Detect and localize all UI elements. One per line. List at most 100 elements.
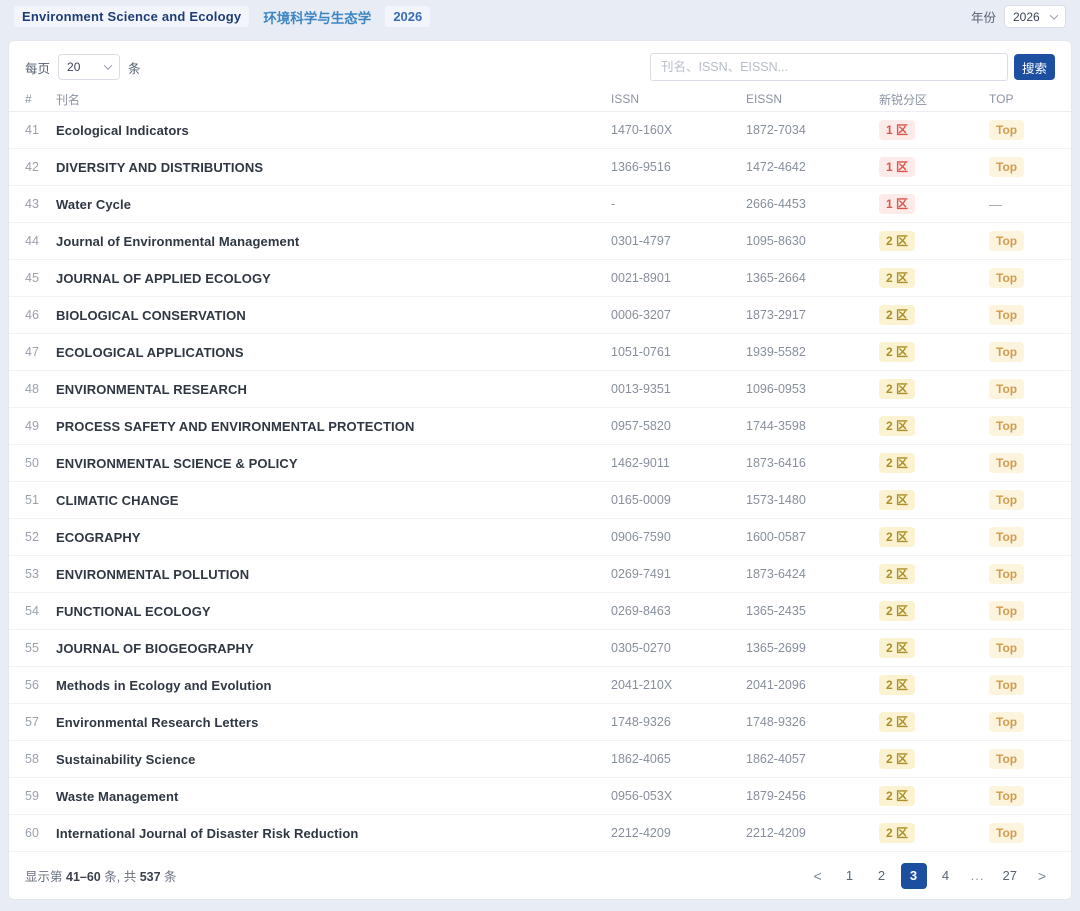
zone-cell: 2 区 [879, 564, 989, 585]
eissn-value: 1873-6416 [746, 456, 806, 471]
zone-badge: 2 区 [879, 675, 916, 696]
journal-name: International Journal of Disaster Risk R… [56, 825, 359, 841]
top-cell: Top [989, 453, 1055, 474]
prev-page-button[interactable]: < [805, 863, 831, 889]
row-number: 42 [25, 160, 39, 175]
zone-cell: 2 区 [879, 416, 989, 437]
top-badge: Top [989, 527, 1025, 548]
zone-cell: 1 区 [879, 120, 989, 141]
row-number: 46 [25, 308, 39, 323]
zone-cell: 2 区 [879, 786, 989, 807]
top-cell: Top [989, 675, 1055, 696]
table-row: 59 Waste Management 0956-053X 1879-2456 2 区 T… [9, 778, 1071, 816]
zone-badge: 2 区 [879, 638, 916, 659]
issn-value: 1366-9516 [611, 160, 671, 175]
journal-name: ENVIRONMENTAL POLLUTION [56, 566, 250, 582]
year-select-value: 2026 [1013, 9, 1040, 24]
row-number: 54 [25, 604, 39, 619]
summary-prefix: 显示第 [25, 870, 63, 885]
page-button-3[interactable]: 3 [900, 862, 927, 889]
issn-value: 0013-9351 [611, 382, 671, 397]
zone-cell: 1 区 [879, 194, 989, 215]
table-row: 43 Water Cycle - 2666-4453 1 区 — [9, 186, 1071, 224]
summary-suffix: 条 [164, 870, 177, 885]
journal-name: Sustainability Science [56, 751, 196, 767]
journal-name: JOURNAL OF APPLIED ECOLOGY [56, 270, 271, 286]
eissn-value: 1939-5582 [746, 345, 806, 360]
zone-badge: 2 区 [879, 305, 916, 326]
zone-cell: 2 区 [879, 601, 989, 622]
zone-cell: 2 区 [879, 749, 989, 770]
zone-cell: 2 区 [879, 638, 989, 659]
issn-value: 0906-7590 [611, 530, 671, 545]
issn-value: 0269-8463 [611, 604, 671, 619]
eissn-value: 2212-4209 [746, 826, 806, 841]
column-header-name: 刊名 [56, 92, 81, 107]
column-header-zone: 新锐分区 [879, 92, 928, 107]
top-cell: Top [989, 527, 1055, 548]
eissn-value: 1365-2664 [746, 271, 806, 286]
zone-badge: 2 区 [879, 490, 916, 511]
zone-badge: 2 区 [879, 601, 916, 622]
zone-cell: 2 区 [879, 527, 989, 548]
top-cell: Top [989, 749, 1055, 770]
journal-name: PROCESS SAFETY AND ENVIRONMENTAL PROTECT… [56, 418, 415, 434]
issn-value: 1051-0761 [611, 345, 671, 360]
per-page-control: 每页 20 条 [25, 54, 141, 80]
zone-badge: 2 区 [879, 749, 916, 770]
row-number: 56 [25, 678, 39, 693]
table-header: # 刊名 ISSN EISSN 新锐分区 TOP [9, 87, 1071, 113]
issn-value: 0956-053X [611, 789, 673, 804]
zone-badge: 2 区 [879, 453, 916, 474]
eissn-value: 1873-2917 [746, 308, 806, 323]
table-row: 44 Journal of Environmental Management 030… [9, 223, 1071, 261]
search-button[interactable]: 搜索 [1013, 54, 1055, 80]
row-number: 44 [25, 234, 39, 249]
top-cell: Top [989, 823, 1055, 844]
row-number: 53 [25, 567, 39, 582]
table-body: 41 Ecological Indicators 1470-160X 1872-703… [9, 112, 1071, 853]
pagination: <1 2 3 4... 27 > [805, 862, 1055, 889]
journal-name: CLIMATIC CHANGE [56, 492, 179, 508]
row-number: 48 [25, 382, 39, 397]
issn-value: 0021-8901 [611, 271, 671, 286]
zone-badge: 2 区 [879, 823, 916, 844]
year-select[interactable]: 2026 [1004, 5, 1066, 28]
page-ellipsis: ... [965, 863, 991, 889]
per-page-select[interactable]: 20 [58, 54, 121, 80]
page-button-4[interactable]: 4 [933, 863, 959, 889]
next-page-button[interactable]: > [1029, 863, 1055, 889]
top-badge: Top [989, 786, 1025, 807]
table-row: 51 CLIMATIC CHANGE 0165-0009 1573-1480 2 区 To… [9, 482, 1071, 520]
journal-name: Water Cycle [56, 196, 132, 212]
eissn-value: 1365-2435 [746, 604, 806, 619]
zone-badge: 2 区 [879, 527, 916, 548]
category-title-en: Environment Science and Ecology [14, 6, 250, 27]
page-button-2[interactable]: 2 [869, 863, 895, 889]
issn-value: 2041-210X [611, 678, 673, 693]
top-badge: Top [989, 268, 1025, 289]
top-cell: Top [989, 268, 1055, 289]
zone-badge: 2 区 [879, 564, 916, 585]
table-row: 56 Methods in Ecology and Evolution 2041-2… [9, 667, 1071, 705]
zone-cell: 2 区 [879, 712, 989, 733]
page-button-1[interactable]: 1 [837, 863, 863, 889]
top-cell: Top [989, 712, 1055, 733]
journal-name: ENVIRONMENTAL SCIENCE & POLICY [56, 455, 298, 471]
page-button-27[interactable]: 27 [997, 863, 1023, 889]
per-page-value: 20 [67, 60, 81, 74]
search-input[interactable] [649, 53, 1008, 81]
summary-mid: 条, 共 [104, 870, 137, 885]
top-badge: Top [989, 601, 1025, 622]
top-cell: Top [989, 638, 1055, 659]
top-cell: Top [989, 416, 1055, 437]
toolbar: 每页 20 条 搜索 [9, 41, 1071, 87]
row-number: 51 [25, 493, 39, 508]
journal-name: JOURNAL OF BIOGEOGRAPHY [56, 640, 254, 656]
top-badge: Top [989, 675, 1025, 696]
journal-name: ECOLOGICAL APPLICATIONS [56, 344, 244, 360]
issn-value: 0301-4797 [611, 234, 671, 249]
eissn-value: 1872-7034 [746, 123, 806, 138]
table-row: 58 Sustainability Science 1862-4065 1862-40… [9, 741, 1071, 779]
row-number: 49 [25, 419, 39, 434]
